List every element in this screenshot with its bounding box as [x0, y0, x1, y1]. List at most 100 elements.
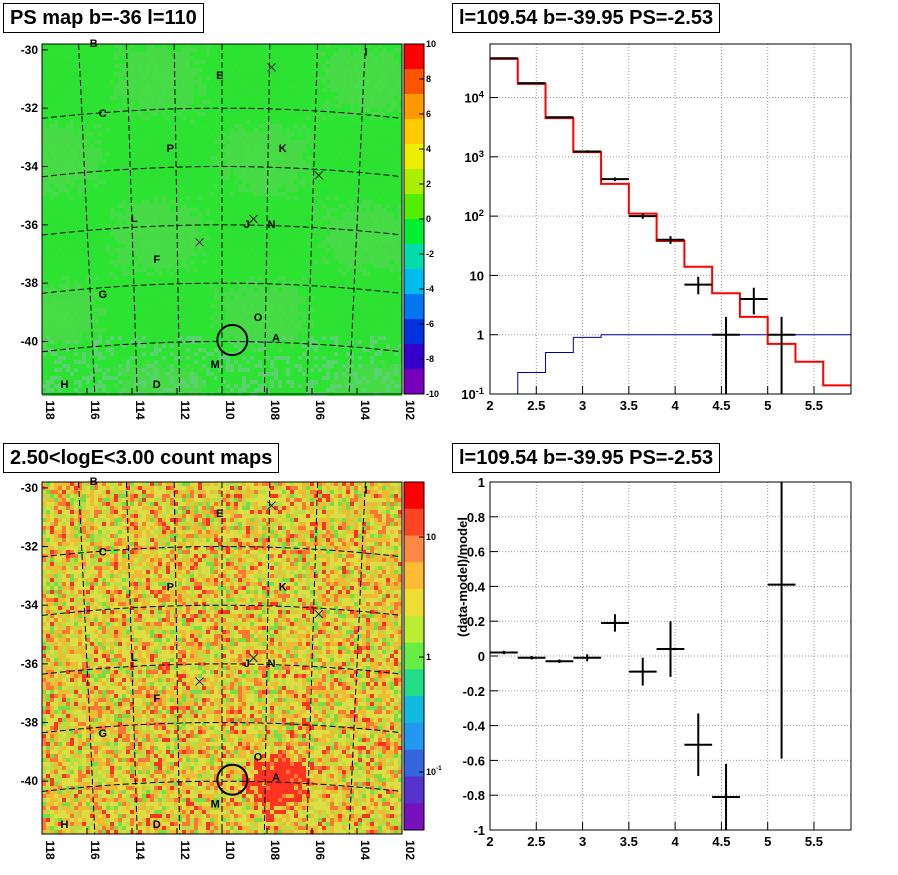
- source-label: L: [131, 652, 138, 664]
- source-label: I: [364, 485, 367, 497]
- source-cross: [249, 653, 258, 663]
- residual-point: [545, 659, 574, 663]
- y-tick-label: -0.6: [463, 753, 485, 768]
- colorbar-band: [404, 669, 424, 697]
- source-label: M: [211, 799, 220, 811]
- spectrum-data-point: [545, 116, 574, 119]
- source-cross: [195, 677, 204, 686]
- colorbar-band: [404, 244, 424, 270]
- x-tick-label: 3.5: [620, 834, 638, 849]
- grid-meridian: [173, 481, 181, 835]
- x-tick-label: 4.5: [712, 834, 730, 849]
- source-label: F: [153, 254, 160, 266]
- y-tick-label: -0.4: [463, 719, 486, 734]
- source-label: B: [90, 476, 98, 488]
- x-tick-label: 5.5: [805, 834, 823, 849]
- source-label: L: [131, 213, 138, 225]
- ps-map-cells: [42, 44, 402, 396]
- source-label: G: [98, 289, 107, 301]
- source-label: A: [272, 333, 280, 345]
- source-label: N: [268, 219, 276, 231]
- spectrum-data-point: [517, 82, 546, 85]
- colorbar-tick-label: 0: [426, 214, 431, 224]
- spectrum-data-point: [573, 150, 602, 153]
- colorbar-band: [404, 508, 424, 537]
- y-tick-label: 104: [464, 90, 484, 106]
- source-label: G: [98, 728, 107, 740]
- source-label: K: [279, 143, 287, 155]
- colorbar-band: [404, 169, 424, 195]
- x-tick-label: 114: [133, 400, 147, 420]
- spectrum-data-point: [628, 213, 657, 219]
- source-label: B: [90, 38, 98, 50]
- colorbar-band: [404, 294, 424, 320]
- count-colorbar: 10 1 10-1: [403, 481, 442, 831]
- source-label: E: [216, 508, 223, 520]
- x-tick-label: 3: [579, 398, 586, 413]
- colorbar-tick-label: -8: [426, 354, 434, 364]
- x-tick-label: 5: [764, 398, 771, 413]
- x-tick-label: 2.5: [527, 398, 545, 413]
- y-tick-label: 10: [470, 268, 484, 283]
- spectrum-frame: [489, 43, 852, 395]
- x-tick-label: 118: [43, 840, 57, 860]
- colorbar-frame: [403, 481, 425, 831]
- colorbar-band: [404, 776, 424, 804]
- source-cross: [314, 170, 324, 180]
- grid-parallel: [41, 107, 400, 119]
- colorbar-band: [404, 369, 424, 395]
- spectrum-series-1: [490, 57, 851, 387]
- source-label: A: [272, 772, 280, 784]
- colorbar-band: [404, 722, 424, 751]
- x-tick-label: 4: [672, 398, 680, 413]
- colorbar-band: [404, 535, 424, 563]
- spectrum-panel: 2 2.5 3 3.5 4 4.5 5 5.5 10-1 1 10 102 103 104: [461, 43, 852, 413]
- x-tick-label: 116: [88, 840, 102, 860]
- y-tick-label: -0.2: [463, 684, 485, 699]
- source-label: F: [153, 693, 160, 705]
- y-tick-label: -38: [21, 716, 39, 730]
- residual-title: l=109.54 b=-39.95 PS=-2.53: [452, 443, 721, 473]
- colorbar-band: [404, 94, 424, 120]
- source-label: D: [153, 379, 161, 391]
- colorbar-band: [404, 749, 424, 777]
- spectrum-series-2: [490, 334, 851, 395]
- spectrum-grid: [489, 44, 851, 395]
- y-tick-label: -40: [21, 774, 39, 788]
- source-label: C: [99, 546, 107, 558]
- colorbar-band: [404, 562, 424, 590]
- residual-point: [573, 654, 602, 662]
- ps-map-panel: B E I C P K L J N F G OA M H D -30 -32 -34 -36 -38 -40 118 116…: [21, 38, 417, 420]
- y-tick-label: 102: [464, 208, 484, 224]
- colorbar-band: [404, 144, 424, 170]
- residual-point: [712, 763, 740, 830]
- count-map-grid: [41, 481, 400, 835]
- spectrum-data-point: [712, 316, 740, 394]
- source-cross: [195, 237, 204, 247]
- ps-map-title: PS map b=-36 l=110: [3, 3, 204, 33]
- spectrum-data-point: [490, 57, 518, 60]
- x-tick-label: 106: [313, 400, 327, 420]
- y-tick-label: 10-1: [461, 386, 484, 402]
- x-tick-label: 3: [579, 834, 586, 849]
- y-tick-label: 0.4: [467, 579, 486, 594]
- colorbar-band: [404, 615, 424, 644]
- spectrum-title: l=109.54 b=-39.95 PS=-2.53: [452, 3, 721, 33]
- source-cross: [267, 501, 276, 510]
- grid-parallel: [41, 546, 400, 558]
- colorbar-tick-label: 6: [426, 109, 431, 119]
- y-tick-label: -38: [21, 276, 39, 290]
- count-map-title: 2.50<logE<3.00 count maps: [3, 443, 280, 473]
- x-tick-label: 2: [486, 398, 493, 413]
- grid-meridian: [125, 43, 138, 395]
- colorbar-tick-label: 1: [426, 652, 431, 662]
- colorbar-tick-label: -2: [426, 249, 434, 259]
- colorbar-band: [404, 344, 424, 370]
- source-label: H: [61, 819, 69, 831]
- source-label: C: [99, 108, 107, 120]
- source-cross: [314, 609, 324, 619]
- ps-map-grid: [41, 43, 400, 395]
- y-tick-label: 103: [464, 149, 484, 165]
- grid-meridian: [125, 481, 138, 835]
